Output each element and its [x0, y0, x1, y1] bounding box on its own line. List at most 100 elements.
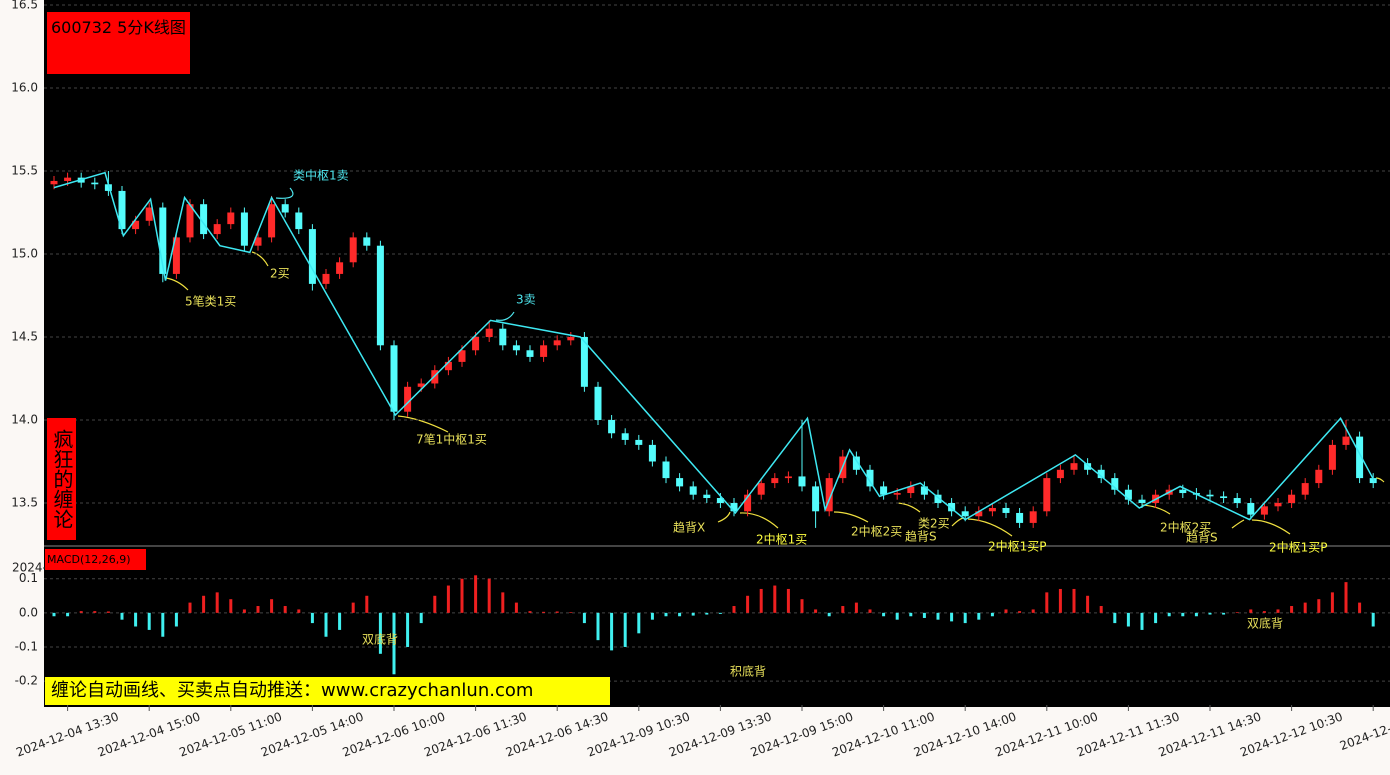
annotation: 趋背S	[905, 530, 937, 544]
macd-bar	[1194, 612, 1198, 617]
banner: 缠论自动画线、买卖点自动推送：www.crazychanlun.com	[45, 677, 610, 705]
candle-body	[159, 207, 167, 274]
macd-bar	[936, 612, 940, 620]
macd-bar	[1086, 595, 1090, 613]
candle-body	[172, 237, 180, 274]
macd-bar	[1045, 592, 1049, 613]
indicator-label: MACD(12,26,9)	[45, 549, 146, 570]
candle-body	[1029, 511, 1037, 523]
macd-bar	[1167, 612, 1171, 617]
candle-body	[1315, 469, 1323, 484]
macd-bar	[338, 612, 342, 630]
macd-bar	[1126, 612, 1130, 627]
macd-bar	[297, 609, 301, 613]
candle-body	[363, 237, 371, 246]
candle-body	[1206, 494, 1214, 497]
macd-bar	[460, 578, 464, 613]
candle-body	[485, 328, 493, 337]
macd-bar	[950, 612, 954, 622]
candle-body	[404, 386, 412, 412]
candle-body	[376, 245, 384, 346]
candle-body	[866, 469, 874, 487]
macd-bar	[854, 602, 858, 613]
x-tick-label: 2024-12-12	[1338, 716, 1390, 753]
plot-background	[44, 0, 1390, 707]
candle-body	[798, 476, 806, 487]
macd-bar	[1344, 582, 1348, 613]
candle-body	[920, 486, 928, 495]
candle-body	[1084, 463, 1092, 470]
macd-bar	[242, 609, 246, 613]
macd-bar	[310, 612, 314, 624]
macd-bar	[718, 612, 722, 614]
candle-body	[757, 483, 765, 495]
candle-body	[730, 503, 738, 512]
macd-bar	[270, 599, 274, 613]
macd-bar	[215, 592, 219, 613]
macd-bar	[1018, 611, 1022, 613]
macd-bar	[678, 612, 682, 617]
candle-body	[594, 386, 602, 420]
candle-body	[213, 224, 221, 235]
candle-body	[934, 494, 942, 503]
macd-bar	[1303, 602, 1307, 613]
y-tick-label: 15.5	[11, 164, 38, 178]
candle-body	[852, 456, 860, 470]
candle-body	[635, 439, 643, 445]
annotation: 2中枢2买	[851, 524, 902, 539]
macd-bar	[555, 611, 559, 613]
macd-bar	[732, 606, 736, 613]
macd-bar	[1249, 609, 1253, 613]
macd-bar	[256, 606, 260, 613]
macd-bar	[1140, 612, 1144, 630]
annotation: 积底背	[730, 664, 766, 679]
candle-body	[499, 328, 507, 346]
macd-bar	[528, 611, 532, 613]
macd-bar	[1371, 612, 1375, 627]
candle-body	[975, 511, 983, 517]
candle-body	[268, 204, 276, 238]
macd-bar	[1004, 609, 1008, 613]
macd-bar	[637, 612, 641, 634]
candle-body	[91, 182, 99, 185]
macd-bar	[922, 612, 926, 618]
macd-bar	[990, 612, 994, 617]
candle-body	[50, 180, 58, 185]
y-tick-label: 15.0	[11, 247, 38, 261]
candle-body	[308, 229, 316, 284]
macd-bar	[623, 612, 627, 647]
macd-bar	[406, 612, 410, 647]
candle-body	[1288, 494, 1296, 503]
candle-body	[1002, 507, 1010, 513]
annotation: 2中枢2买	[1160, 520, 1211, 535]
candle-body	[1097, 469, 1105, 479]
macd-bar	[474, 575, 478, 613]
candle-body	[1301, 483, 1309, 495]
candle-body	[472, 337, 480, 351]
y-tick-label: 13.5	[11, 496, 38, 510]
clipped-label: 2024-	[12, 561, 47, 575]
macd-bar	[161, 612, 165, 637]
candle-body	[567, 337, 575, 341]
macd-bar	[66, 612, 70, 617]
candle-body	[948, 503, 956, 512]
macd-bar	[79, 611, 83, 613]
macd-bar	[1031, 609, 1035, 613]
candle-body	[812, 486, 820, 512]
candle-body	[145, 207, 153, 221]
candle-body	[118, 190, 126, 230]
y-tick-label: 14.5	[11, 330, 38, 344]
y-tick-label: -0.2	[15, 674, 38, 688]
candle-body	[648, 444, 656, 462]
macd-bar	[582, 612, 586, 624]
candle-body	[458, 350, 466, 362]
candle-body	[1356, 436, 1364, 479]
title-box: 600732 5分K线图	[47, 12, 190, 74]
macd-bar	[283, 606, 287, 613]
candle-body	[1043, 478, 1051, 512]
macd-bar	[1317, 599, 1321, 613]
annotation: 2买	[270, 267, 290, 281]
candle-body	[1233, 498, 1241, 503]
macd-bar	[106, 611, 110, 613]
